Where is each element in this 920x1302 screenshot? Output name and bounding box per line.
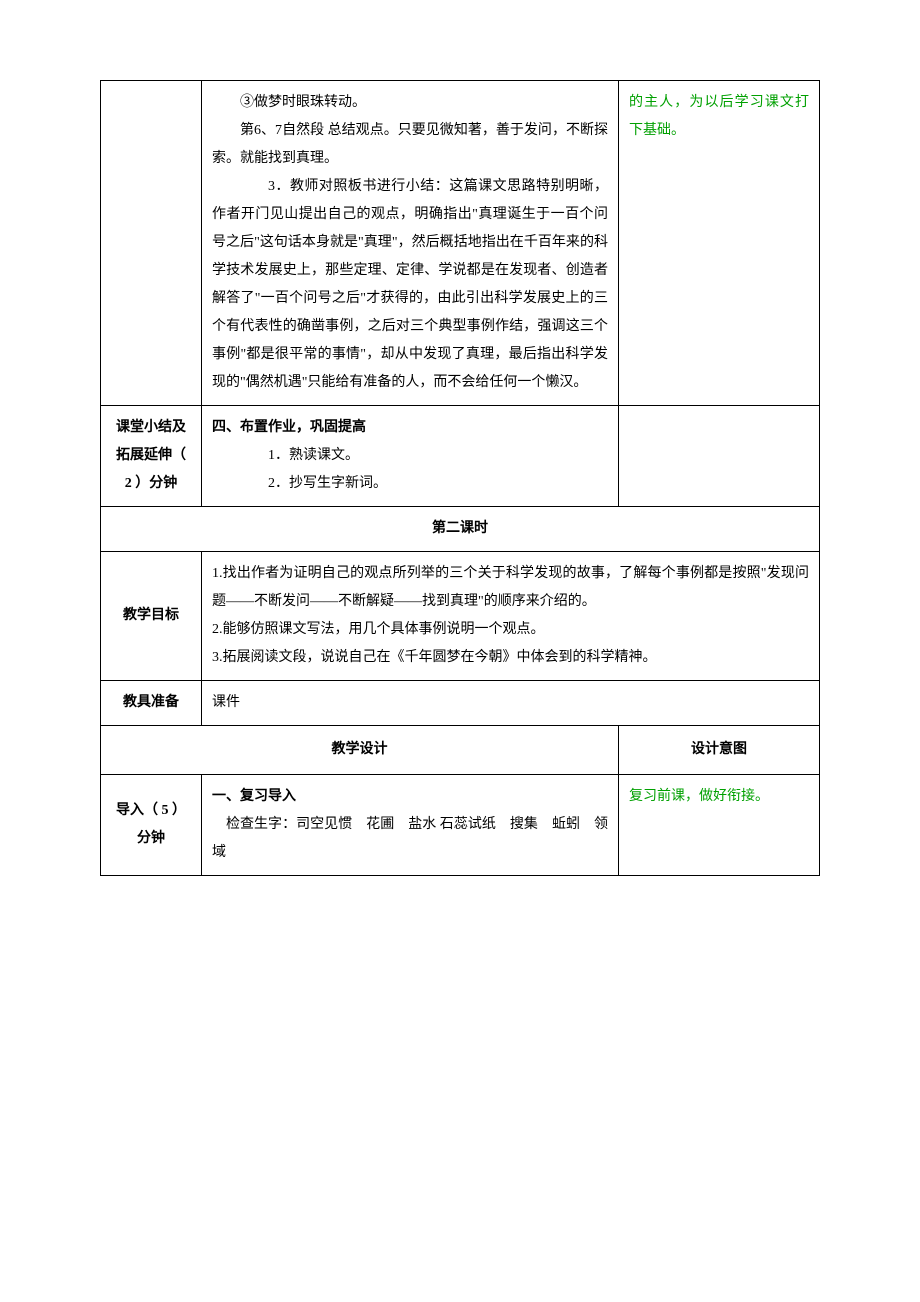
row2-right-empty [619,406,820,507]
row4-label: 教具准备 [101,681,202,726]
row2-label: 课堂小结及拓展延伸（ 2 ）分钟 [101,406,202,507]
row2-body: 四、布置作业，巩固提高 1．熟读课文。 2．抄写生字新词。 [202,406,619,507]
table-row: 教具准备 课件 [101,681,820,726]
row3-p3: 3.拓展阅读文段，说说自己在《千年圆梦在今朝》中体会到的科学精神。 [212,644,809,672]
row2-p2: 2．抄写生字新词。 [212,470,608,498]
table-row: ③做梦时眼珠转动。 第6、7自然段 总结观点。只要见微知著，善于发问，不断探索。… [101,81,820,406]
table-row: 课堂小结及拓展延伸（ 2 ）分钟 四、布置作业，巩固提高 1．熟读课文。 2．抄… [101,406,820,507]
row2-p1: 1．熟读课文。 [212,442,608,470]
row3-p2: 2.能够仿照课文写法，用几个具体事例说明一个观点。 [212,616,809,644]
lesson-table: ③做梦时眼珠转动。 第6、7自然段 总结观点。只要见微知著，善于发问，不断探索。… [100,80,820,876]
table-row: 导入（ 5 ）分钟 一、复习导入 检查生字：司空见惯 花圃 盐水 石蕊试纸 搜集… [101,775,820,876]
row6-title: 一、复习导入 [212,783,608,811]
row6-body: 一、复习导入 检查生字：司空见惯 花圃 盐水 石蕊试纸 搜集 蚯蚓 领域 [202,775,619,876]
row1-right-note: 的主人，为以后学习课文打下基础。 [619,81,820,406]
row2-title: 四、布置作业，巩固提高 [212,414,608,442]
table-row: 教学目标 1.找出作者为证明自己的观点所列举的三个关于科学发现的故事，了解每个事… [101,552,820,681]
section2-title: 第二课时 [101,507,820,552]
row3-label: 教学目标 [101,552,202,681]
row6-label: 导入（ 5 ）分钟 [101,775,202,876]
table-row: 第二课时 [101,507,820,552]
row6-p1: 检查生字：司空见惯 花圃 盐水 石蕊试纸 搜集 蚯蚓 领域 [212,811,608,867]
row4-body: 课件 [202,681,820,726]
row6-right: 复习前课，做好衔接。 [619,775,820,876]
row1-p1: ③做梦时眼珠转动。 [212,89,608,117]
table-row: 教学设计 设计意图 [101,726,820,775]
row3-p1: 1.找出作者为证明自己的观点所列举的三个关于科学发现的故事，了解每个事例都是按照… [212,560,809,616]
row1-p2: 第6、7自然段 总结观点。只要见微知著，善于发问，不断探索。就能找到真理。 [212,117,608,173]
row1-body: ③做梦时眼珠转动。 第6、7自然段 总结观点。只要见微知著，善于发问，不断探索。… [202,81,619,406]
row1-label-empty [101,81,202,406]
row5-left: 教学设计 [101,726,619,775]
page-container: ③做梦时眼珠转动。 第6、7自然段 总结观点。只要见微知著，善于发问，不断探索。… [0,0,920,956]
row5-right: 设计意图 [619,726,820,775]
row3-body: 1.找出作者为证明自己的观点所列举的三个关于科学发现的故事，了解每个事例都是按照… [202,552,820,681]
row1-p3: 3．教师对照板书进行小结：这篇课文思路特别明晰，作者开门见山提出自己的观点，明确… [212,173,608,397]
